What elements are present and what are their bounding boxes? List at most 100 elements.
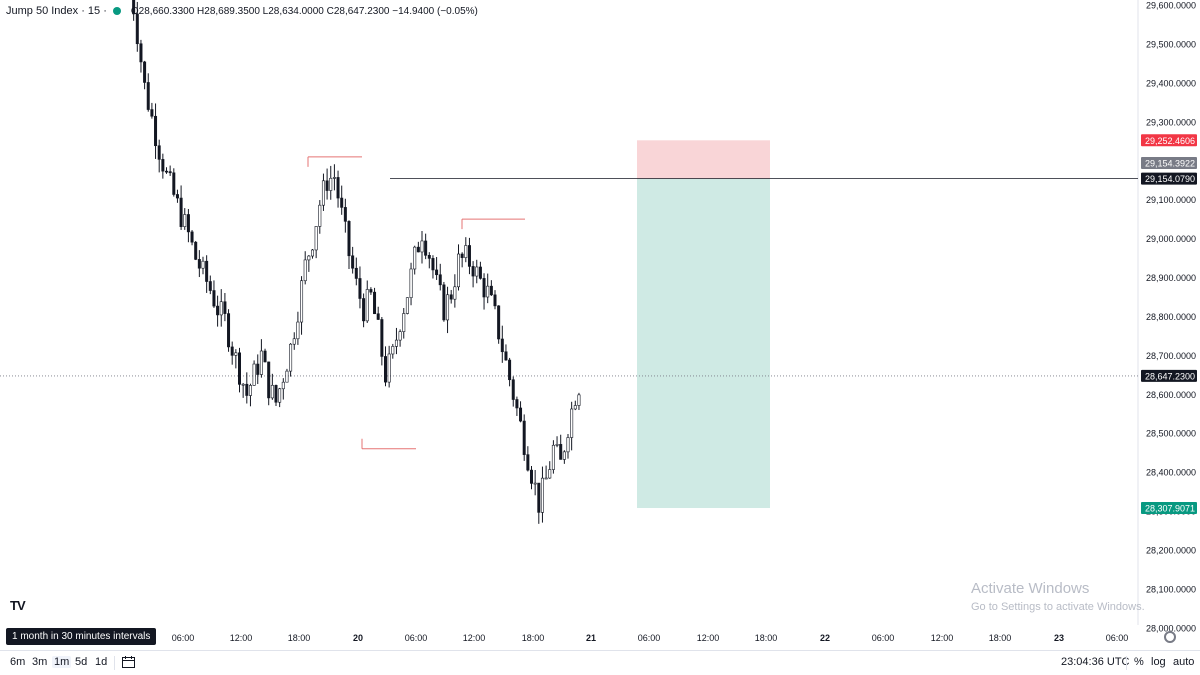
candle-body	[281, 381, 285, 390]
candle-body	[453, 286, 457, 300]
candle-body	[303, 259, 307, 282]
candle-body	[340, 197, 344, 208]
price-label-bg	[1141, 502, 1197, 515]
percent-scale-toggle[interactable]: %	[1134, 656, 1144, 668]
candle-body	[548, 469, 552, 479]
candle-body	[391, 346, 395, 355]
x-tick-label: 18:00	[288, 633, 311, 643]
symbol-title[interactable]: Jump 50 Index · 15 ·	[6, 5, 107, 17]
candle-body	[234, 352, 238, 356]
candle-body	[413, 246, 417, 270]
price-label-bg	[1141, 157, 1197, 169]
candle-body	[168, 171, 172, 174]
candle-body	[577, 394, 581, 406]
candle-body	[522, 420, 526, 455]
candle-body	[197, 259, 201, 269]
candle-body	[380, 319, 384, 357]
candle-body	[387, 353, 391, 383]
activate-windows-watermark: Activate Windows Go to Settings to activ…	[971, 580, 1145, 613]
x-tick-label: 18:00	[755, 633, 778, 643]
candle-body	[194, 241, 198, 260]
watermark-subtitle: Go to Settings to activate Windows.	[971, 601, 1145, 613]
x-tick-label: 18:00	[522, 633, 545, 643]
auto-scale-toggle[interactable]: auto	[1173, 656, 1195, 668]
x-tick-label: 06:00	[638, 633, 661, 643]
candle-body	[427, 255, 431, 259]
candle-body	[230, 346, 234, 356]
utc-clock[interactable]: 23:04:36 UTC	[1061, 656, 1130, 668]
candle-body	[464, 245, 468, 258]
price-label-bg	[1141, 134, 1197, 147]
bottom-toolbar: 6m 3m 1m 5d 1d 23:04:36 UTC % log auto	[0, 650, 1200, 675]
candle-body	[394, 339, 398, 347]
tradingview-logo-icon[interactable]: TV	[10, 598, 26, 613]
candle-body	[435, 269, 439, 276]
candle-body	[259, 350, 263, 375]
candle-body	[449, 294, 453, 300]
timeframe-3m-button[interactable]: 3m	[32, 656, 48, 668]
price-label-target: 28,307.9071	[1145, 504, 1195, 514]
candle-body	[467, 245, 471, 267]
candle-body	[475, 266, 479, 277]
candle-body	[201, 260, 205, 269]
x-tick-label: 12:00	[931, 633, 954, 643]
candle-body	[205, 260, 209, 282]
candle-body	[289, 343, 293, 372]
x-tick-label: 12:00	[463, 633, 486, 643]
candle-body	[369, 289, 373, 293]
candle-body	[519, 407, 523, 422]
x-tick-label: 12:00	[697, 633, 720, 643]
candle-body	[376, 313, 380, 320]
price-label-current: 28,647.2300	[1145, 371, 1195, 381]
timeframe-1m-button[interactable]: 1m	[52, 656, 72, 668]
timeframe-5d-button[interactable]: 5d	[75, 656, 88, 668]
candle-body	[223, 301, 227, 314]
take-profit-zone	[637, 178, 770, 509]
y-tick-label: 29,000.0000	[1146, 234, 1196, 244]
candle-body	[508, 359, 512, 381]
y-tick-label: 29,600.0000	[1146, 1, 1196, 11]
candle-body	[566, 437, 570, 453]
candle-body	[183, 214, 187, 227]
timeframe-1d-button[interactable]: 1d	[95, 656, 108, 668]
candle-body	[186, 214, 190, 233]
chart-canvas[interactable]: 29,600.0000 29,500.0000 29,400.0000 29,300.…	[0, 0, 1200, 650]
candle-body	[405, 297, 409, 314]
candle-body	[263, 350, 267, 363]
timeframe-tooltip: 1 month in 30 minutes intervals	[6, 628, 157, 645]
candle-body	[278, 388, 282, 403]
y-tick-label: 29,400.0000	[1146, 78, 1196, 88]
y-tick-label: 29,500.0000	[1146, 39, 1196, 49]
x-tick-label: 20	[353, 633, 363, 643]
price-label-entry_partial: 29,154.3922	[1145, 159, 1195, 169]
price-label-bg	[1141, 369, 1197, 382]
candle-body	[296, 321, 300, 340]
candle-body	[373, 291, 377, 315]
candle-body	[442, 284, 446, 321]
y-tick-label: 28,000.0000	[1146, 623, 1196, 633]
candle-body	[482, 278, 486, 298]
price-label-bg	[1141, 172, 1197, 185]
candle-body	[398, 331, 402, 341]
candle-body	[336, 177, 340, 199]
chart-settings-gear-icon[interactable]	[1164, 631, 1176, 643]
candle-body	[489, 285, 493, 296]
candle-body	[533, 482, 537, 485]
y-tick-label: 28,500.0000	[1146, 429, 1196, 439]
log-scale-toggle[interactable]: log	[1151, 656, 1166, 668]
candle-body	[270, 384, 274, 399]
calendar-range-icon[interactable]	[122, 656, 135, 668]
x-tick-label: 06:00	[872, 633, 895, 643]
candle-body	[135, 13, 139, 45]
timeframe-6m-button[interactable]: 6m	[10, 656, 26, 668]
candle-body	[416, 246, 420, 253]
candle-body	[555, 444, 559, 446]
candle-body	[321, 180, 325, 206]
price-label-entry: 29,154.0790	[1145, 174, 1195, 184]
candle-body	[383, 356, 387, 383]
y-tick-label: 29,100.0000	[1146, 195, 1196, 205]
candle-body	[216, 305, 220, 316]
candle-body	[573, 405, 577, 410]
x-tick-label: 12:00	[230, 633, 253, 643]
candle-body	[329, 177, 333, 191]
